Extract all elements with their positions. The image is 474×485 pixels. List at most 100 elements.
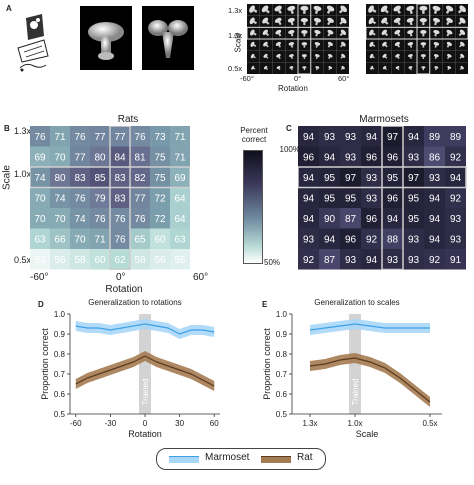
- rats-cell-label: 83: [114, 193, 126, 204]
- rats-cell: [90, 126, 110, 147]
- rats-cell-label: 56: [54, 255, 66, 266]
- stimulus-thumbnail: [327, 29, 334, 37]
- y-axis-label: Proportion correct: [40, 328, 50, 400]
- scales-title: Generalization to scales: [314, 298, 400, 307]
- rats-cell: [30, 187, 50, 208]
- rats-cell-label: 75: [154, 173, 166, 184]
- stimulus-thumbnail: [459, 53, 465, 59]
- stimulus-thumbnail: [432, 5, 441, 15]
- rats-cell: [30, 167, 50, 188]
- x-tick-label: 30: [175, 419, 184, 428]
- marmosets-cell: [298, 187, 319, 208]
- stimulus-thumbnail: [263, 41, 269, 48]
- rats-cell-label: 65: [134, 234, 146, 245]
- marmosets-cell-label: 94: [324, 234, 336, 245]
- rats-cell: [110, 187, 130, 208]
- rats-cell-label: 66: [54, 234, 66, 245]
- rats-cell-label: 56: [154, 255, 166, 266]
- marmosets-cell: [361, 187, 382, 208]
- stimulus-thumbnail: [408, 54, 413, 60]
- rats-cell: [150, 208, 170, 229]
- stimulus-thumbnail: [301, 30, 308, 37]
- marmosets-cell: [403, 208, 424, 229]
- rats-cell-label: 53: [34, 255, 46, 266]
- marmosets-cell-label: 96: [387, 152, 399, 163]
- stimulus-thumbnail: [407, 42, 414, 48]
- marmosets-cell: [340, 187, 361, 208]
- marmosets-cell: [403, 167, 424, 188]
- rats-cell: [110, 228, 130, 249]
- stimulus-object-2: [142, 6, 194, 70]
- marmosets-cell: [445, 167, 466, 188]
- rats-cell: [70, 146, 90, 167]
- stimulus-thumbnail: [275, 41, 282, 48]
- stimulus-object-1: [80, 6, 132, 70]
- marmosets-cell-label: 95: [324, 173, 336, 184]
- rats-cell-label: 73: [154, 132, 166, 143]
- y-tick-label: 0.7: [54, 370, 66, 379]
- rats-cell: [50, 228, 70, 249]
- marmosets-cell-label: 95: [387, 173, 399, 184]
- rats-cell: [150, 187, 170, 208]
- stimulus-thumbnail: [382, 41, 388, 48]
- stimulus-thumbnail: [420, 54, 426, 59]
- stimulus-thumbnail: [289, 66, 294, 71]
- stimulus-thumbnail: [340, 41, 346, 48]
- rotations-title: Generalization to rotations: [88, 298, 182, 307]
- stimulus-thumbnail: [315, 66, 320, 71]
- marmosets-cell: [319, 167, 340, 188]
- rats-cell: [150, 126, 170, 147]
- stimulus-thumbnail: [275, 29, 282, 37]
- rats-trained-row: [30, 166, 190, 189]
- marmosets-cell-label: 86: [429, 152, 441, 163]
- marmosets-trained-row: [298, 166, 467, 189]
- rats-cell: [170, 167, 190, 188]
- rats-cell: [90, 208, 110, 229]
- marmosets-cell: [382, 228, 403, 249]
- marmosets-cell-label: 87: [345, 214, 357, 225]
- rats-cell: [150, 146, 170, 167]
- marmosets-heatmap: 94 93 93 94 97 94 89 89 96 94 93 96 96 93 86 92 94 95 97 93…: [298, 126, 467, 270]
- stimulus-thumbnail: [340, 53, 346, 59]
- stimulus-thumbnail: [407, 29, 414, 37]
- y-tick-label: 0.8: [54, 350, 66, 359]
- rats-cell: [170, 126, 190, 147]
- rats-cell: [70, 228, 90, 249]
- rats-cell: [50, 167, 70, 188]
- rats-cell: [110, 126, 130, 147]
- stimulus-thumbnail: [420, 42, 427, 48]
- rats-cell: [70, 126, 90, 147]
- rats-cell-label: 79: [94, 193, 106, 204]
- marmosets-cell-label: 96: [366, 152, 378, 163]
- rats-cell-label: 71: [94, 234, 106, 245]
- rats-cell: [130, 126, 150, 147]
- marmosets-cell: [319, 126, 340, 147]
- marmosets-cell: [340, 208, 361, 229]
- stimulus-thumbnail: [302, 66, 307, 71]
- stimulus-thumbnail: [274, 5, 282, 14]
- marmosets-cell-label: 94: [303, 193, 315, 204]
- marmosets-cell-label: 95: [345, 193, 357, 204]
- rats-xtick-3: 60°: [193, 272, 209, 283]
- marmosets-cell-label: 94: [429, 234, 441, 245]
- rats-cell-label: 70: [34, 193, 46, 204]
- marmosets-cell-label: 93: [450, 214, 462, 225]
- stimulus-thumbnail: [458, 17, 466, 25]
- stimulus-thumbnail: [457, 5, 466, 14]
- marmosets-trained-column: [381, 126, 404, 270]
- marmosets-cell-label: 94: [429, 193, 441, 204]
- rats-ytick-1: 1.3x: [14, 126, 32, 136]
- marmosets-cell: [298, 126, 319, 147]
- marmosets-cell-label: 96: [345, 234, 357, 245]
- rats-cell-label: 81: [134, 152, 146, 163]
- rats-title: Rats: [117, 114, 139, 125]
- marmosets-cell: [340, 126, 361, 147]
- stimulus-thumbnail: [301, 42, 308, 48]
- marmosets-cell: [382, 187, 403, 208]
- colorbar-title: Percent correct: [240, 126, 268, 144]
- legend-marmoset-label: Marmoset: [205, 452, 250, 463]
- x-tick-label: -30: [105, 419, 117, 428]
- rats-cell: [90, 249, 110, 270]
- rats-cell-label: 77: [134, 193, 146, 204]
- y-tick-label: 0.6: [276, 390, 288, 399]
